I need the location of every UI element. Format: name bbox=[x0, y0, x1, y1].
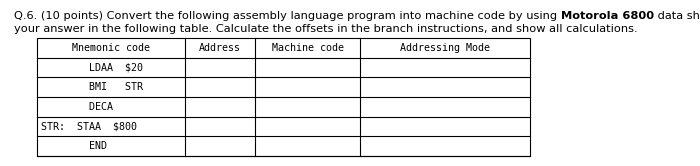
Text: BMI   STR: BMI STR bbox=[41, 82, 143, 92]
Text: LDAA  $20: LDAA $20 bbox=[41, 63, 143, 73]
Text: your answer in the following table. Calculate the offsets in the branch instruct: your answer in the following table. Calc… bbox=[14, 24, 638, 34]
Text: DECA: DECA bbox=[41, 102, 113, 112]
Text: Mnemonic code: Mnemonic code bbox=[72, 43, 150, 53]
Text: Q.6. (10 points) Convert the following assembly language program into machine co: Q.6. (10 points) Convert the following a… bbox=[14, 11, 561, 21]
Text: Motorola 6800: Motorola 6800 bbox=[561, 11, 654, 21]
Text: STR:  STAA  $800: STR: STAA $800 bbox=[41, 122, 137, 131]
Text: Address: Address bbox=[199, 43, 241, 53]
Text: Addressing Mode: Addressing Mode bbox=[400, 43, 490, 53]
Text: END: END bbox=[41, 141, 107, 151]
Text: data sheet. Write: data sheet. Write bbox=[654, 11, 700, 21]
Bar bbox=[37, 38, 530, 156]
Text: Machine code: Machine code bbox=[272, 43, 344, 53]
